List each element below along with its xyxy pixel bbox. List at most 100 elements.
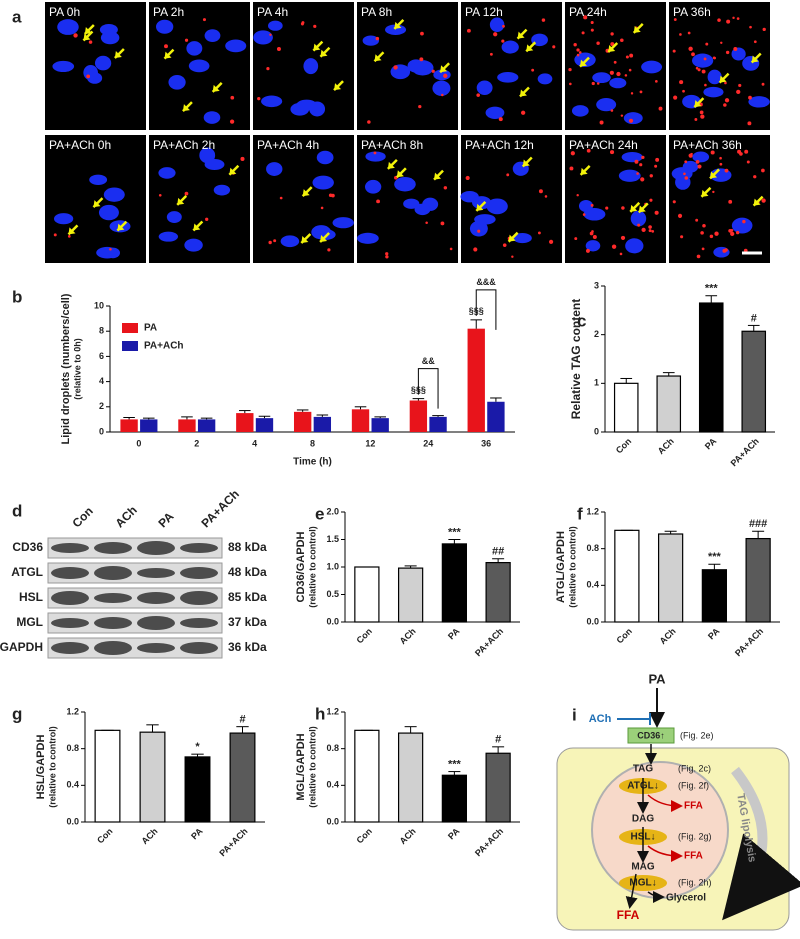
lipid-droplet (537, 231, 541, 235)
lipid-droplet (649, 198, 653, 202)
lipid-droplet (164, 44, 168, 49)
y-tick-label: 0 (594, 426, 599, 436)
nucleus (403, 198, 420, 209)
x-tick-label: PA (446, 626, 462, 642)
receptor-box (627, 727, 675, 744)
nucleus (316, 150, 334, 165)
lipid-droplet (520, 110, 526, 115)
y-axis-note: (relative to control) (567, 526, 577, 608)
panel-label: i (572, 705, 577, 724)
lipid-droplet (691, 52, 695, 57)
figure-ref: (Fig. 2e) (680, 730, 714, 740)
legend-label: PA+ACh (144, 341, 184, 352)
x-tick-label: PA+ACh (473, 626, 505, 658)
band-size: 48 kDa (228, 565, 267, 579)
lipid-droplet (331, 193, 335, 198)
x-tick-label: PA+ACh (473, 826, 505, 858)
bar (139, 731, 166, 823)
bar (255, 418, 274, 432)
arrow-head (301, 235, 309, 243)
nucleus (671, 167, 693, 181)
lipid-droplet (641, 155, 645, 160)
nucleus (609, 77, 627, 89)
arrow-head (476, 203, 484, 211)
lipid-droplet (578, 51, 582, 54)
arrow-head (212, 84, 220, 92)
bar (656, 375, 682, 433)
bar (354, 729, 380, 823)
nucleus (356, 232, 379, 244)
arrow-head (177, 197, 185, 205)
lipid-droplet (679, 80, 684, 85)
process-arrow (722, 766, 800, 921)
y-axis-title: MGL/GAPDH (295, 733, 307, 800)
micrograph (461, 2, 562, 130)
lipid-droplet (682, 89, 685, 93)
figure-ref: (Fig. 2f) (678, 780, 709, 790)
pathway-diagram: TAG lipolysis PA ACh CD36↑ (Fig. 2e) TAG… (556, 671, 800, 931)
lipid-droplet (634, 159, 639, 164)
lipid-droplet (739, 152, 743, 156)
lipid-droplet (742, 219, 746, 224)
lipid-droplet (583, 15, 588, 20)
y-axis-note: (relative to control) (307, 526, 317, 608)
panel-label: c (577, 311, 586, 330)
lipid-droplet (702, 223, 706, 228)
lipid-droplet (591, 81, 595, 86)
arrow-head (396, 170, 404, 178)
output: FFA (617, 908, 640, 922)
arrow-head (93, 200, 101, 208)
lipid-droplet (722, 248, 727, 253)
lipid-droplet (230, 95, 235, 100)
lipid-droplet (621, 206, 625, 210)
x-tick-label: 0 (136, 438, 141, 448)
lipid-droplet (684, 176, 689, 180)
lipid-droplet (694, 118, 698, 121)
lipid-droplet (440, 221, 445, 226)
lipid-droplet (544, 195, 548, 198)
lipid-droplet (738, 83, 742, 88)
x-tick-label: 36 (481, 438, 491, 448)
arrow-head (114, 50, 122, 58)
band (94, 641, 132, 655)
arrow-head (719, 75, 727, 83)
band (137, 568, 175, 578)
arrow-head (193, 223, 201, 231)
band-name: ATGL (11, 565, 43, 579)
panel-label: f (577, 504, 583, 523)
lipid-droplet (705, 42, 709, 46)
lipid-droplet (419, 57, 424, 62)
lipid-droplet (420, 31, 424, 36)
nucleus (100, 31, 120, 45)
nucleus (364, 179, 382, 194)
lipid-droplet (672, 200, 676, 204)
arrow-head (387, 161, 395, 169)
nucleus (497, 72, 519, 83)
significance-bracket (475, 289, 497, 330)
lipid-droplet (576, 193, 579, 197)
arrow-head (751, 55, 759, 63)
lipid-droplet (725, 50, 730, 55)
micrograph-label: PA+ACh 24h (569, 138, 638, 152)
lipid-droplet (620, 38, 624, 43)
lipid-droplet (73, 33, 78, 38)
lipid-droplet (720, 41, 723, 44)
nucleus (414, 203, 431, 216)
x-tick-label: PA+ACh (729, 436, 761, 468)
lipid-droplet (590, 203, 594, 207)
lipid-droplet (610, 32, 614, 36)
bar (745, 537, 771, 623)
lipid-droplet (465, 175, 470, 181)
lipid-droplet (749, 25, 752, 29)
significance: ## (492, 546, 504, 558)
bar (614, 529, 640, 623)
lipid-droplet (655, 79, 658, 83)
lipid-droplet (610, 109, 614, 112)
lipid-droplet (610, 42, 615, 47)
product: FFA (684, 801, 703, 812)
lipid-droplet (714, 231, 719, 236)
nucleus (486, 198, 508, 215)
micrograph-label: PA 2h (153, 5, 184, 19)
annotation: &&& (476, 277, 496, 287)
lipid-droplet (473, 247, 478, 252)
